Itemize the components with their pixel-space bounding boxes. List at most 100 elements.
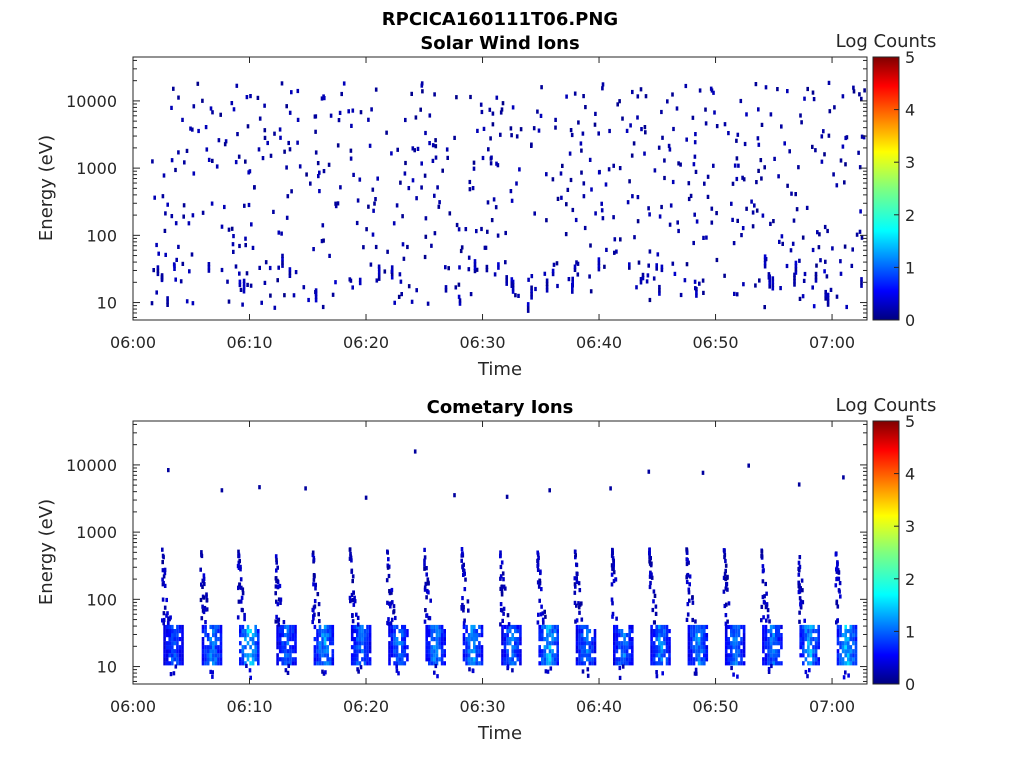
heatmap-cell bbox=[823, 224, 827, 230]
heatmap-cell bbox=[628, 262, 631, 267]
heatmap-cell bbox=[827, 133, 831, 138]
heatmap-cell bbox=[811, 90, 815, 95]
heatmap-cell bbox=[393, 641, 396, 646]
heatmap-cell bbox=[736, 132, 740, 137]
heatmap-cell bbox=[646, 273, 650, 278]
heatmap-cell bbox=[593, 649, 597, 654]
heatmap-cell bbox=[663, 637, 666, 642]
heatmap-cell bbox=[284, 645, 287, 650]
heatmap-cell bbox=[761, 579, 765, 584]
heatmap-cell bbox=[827, 80, 831, 85]
heatmap-cell bbox=[577, 605, 581, 610]
heatmap-cell bbox=[580, 624, 584, 630]
heatmap-cell bbox=[254, 629, 257, 634]
heatmap-cell bbox=[386, 620, 389, 626]
heatmap-cell bbox=[278, 633, 282, 638]
heatmap-cell bbox=[447, 266, 450, 271]
heatmap-cell bbox=[211, 158, 214, 163]
heatmap-cell bbox=[732, 629, 736, 634]
heatmap-cell bbox=[478, 653, 481, 658]
heatmap-cell bbox=[281, 629, 284, 634]
heatmap-cell bbox=[769, 637, 773, 642]
heatmap-cell bbox=[425, 624, 428, 630]
heatmap-cell bbox=[545, 278, 549, 283]
heatmap-cell bbox=[538, 645, 541, 650]
heatmap-cell bbox=[239, 629, 242, 634]
heatmap-cell bbox=[705, 624, 709, 630]
heatmap-cell bbox=[618, 633, 621, 638]
heatmap-cell bbox=[473, 259, 477, 264]
heatmap-cell bbox=[650, 575, 654, 580]
heatmap-cell bbox=[348, 277, 352, 282]
heatmap-cell bbox=[168, 624, 171, 630]
heatmap-cell bbox=[161, 582, 165, 587]
heatmap-cell bbox=[454, 285, 458, 290]
heatmap-cell bbox=[571, 280, 574, 285]
heatmap-cell bbox=[388, 661, 391, 666]
heatmap-cell bbox=[712, 163, 715, 168]
heatmap-cell bbox=[537, 612, 540, 617]
heatmap-cell bbox=[854, 633, 858, 638]
heatmap-cell bbox=[577, 581, 581, 586]
heatmap-cell bbox=[191, 213, 195, 218]
heatmap-cell bbox=[274, 576, 278, 581]
heatmap-cell bbox=[575, 562, 579, 568]
heatmap-cell bbox=[690, 661, 693, 666]
heatmap-cell bbox=[667, 143, 671, 148]
heatmap-cell bbox=[403, 649, 407, 654]
heatmap-cell bbox=[613, 653, 616, 658]
heatmap-cell bbox=[219, 649, 223, 654]
heatmap-cell bbox=[530, 285, 533, 290]
heatmap-cell bbox=[323, 637, 327, 642]
heatmap-cell bbox=[461, 596, 464, 601]
heatmap-cell bbox=[201, 604, 204, 609]
heatmap-cell bbox=[700, 657, 703, 662]
heatmap-cell bbox=[693, 140, 697, 145]
heatmap-cell bbox=[789, 248, 793, 253]
heatmap-cell bbox=[767, 641, 770, 646]
heatmap-cell bbox=[366, 641, 369, 646]
heatmap-cell bbox=[723, 603, 727, 609]
heatmap-cell bbox=[764, 605, 768, 610]
heatmap-cell bbox=[836, 619, 839, 624]
heatmap-cell bbox=[772, 661, 775, 666]
heatmap-cell bbox=[281, 657, 284, 662]
heatmap-cell bbox=[691, 115, 695, 120]
heatmap-cell bbox=[181, 657, 184, 662]
heatmap-cell bbox=[363, 645, 367, 650]
heatmap-cell bbox=[652, 653, 656, 658]
heatmap-cell bbox=[499, 574, 503, 579]
heatmap-cell bbox=[161, 194, 165, 199]
heatmap-cell bbox=[817, 645, 820, 650]
heatmap-cell bbox=[814, 657, 818, 662]
colorbar-tick-label: 5 bbox=[905, 48, 915, 67]
heatmap-cell bbox=[644, 94, 648, 99]
heatmap-cell bbox=[580, 170, 583, 175]
heatmap-cell bbox=[361, 629, 364, 634]
heatmap-cell bbox=[254, 624, 257, 630]
heatmap-cell bbox=[703, 637, 706, 642]
heatmap-cell bbox=[703, 641, 706, 646]
heatmap-cell bbox=[546, 661, 549, 666]
heatmap-cell bbox=[188, 269, 191, 274]
heatmap-cell bbox=[623, 641, 626, 646]
heatmap-cell bbox=[762, 599, 766, 604]
heatmap-cell bbox=[462, 567, 465, 572]
heatmap-cell bbox=[511, 661, 514, 666]
heatmap-cell bbox=[351, 108, 355, 113]
colorbar-tick-label: 4 bbox=[905, 101, 915, 120]
heatmap-cell bbox=[671, 261, 675, 266]
heatmap-cell bbox=[161, 577, 164, 582]
heatmap-cell bbox=[239, 577, 243, 582]
heatmap-cell bbox=[397, 671, 400, 676]
heatmap-cell bbox=[809, 649, 813, 654]
heatmap-cell bbox=[660, 645, 664, 650]
heatmap-cell bbox=[852, 649, 855, 654]
heatmap-cell bbox=[514, 629, 517, 634]
heatmap-cell bbox=[764, 657, 768, 662]
heatmap-cell bbox=[318, 649, 322, 654]
heatmap-cell bbox=[491, 111, 495, 116]
heatmap-cell bbox=[735, 156, 739, 161]
heatmap-cell bbox=[237, 154, 241, 159]
